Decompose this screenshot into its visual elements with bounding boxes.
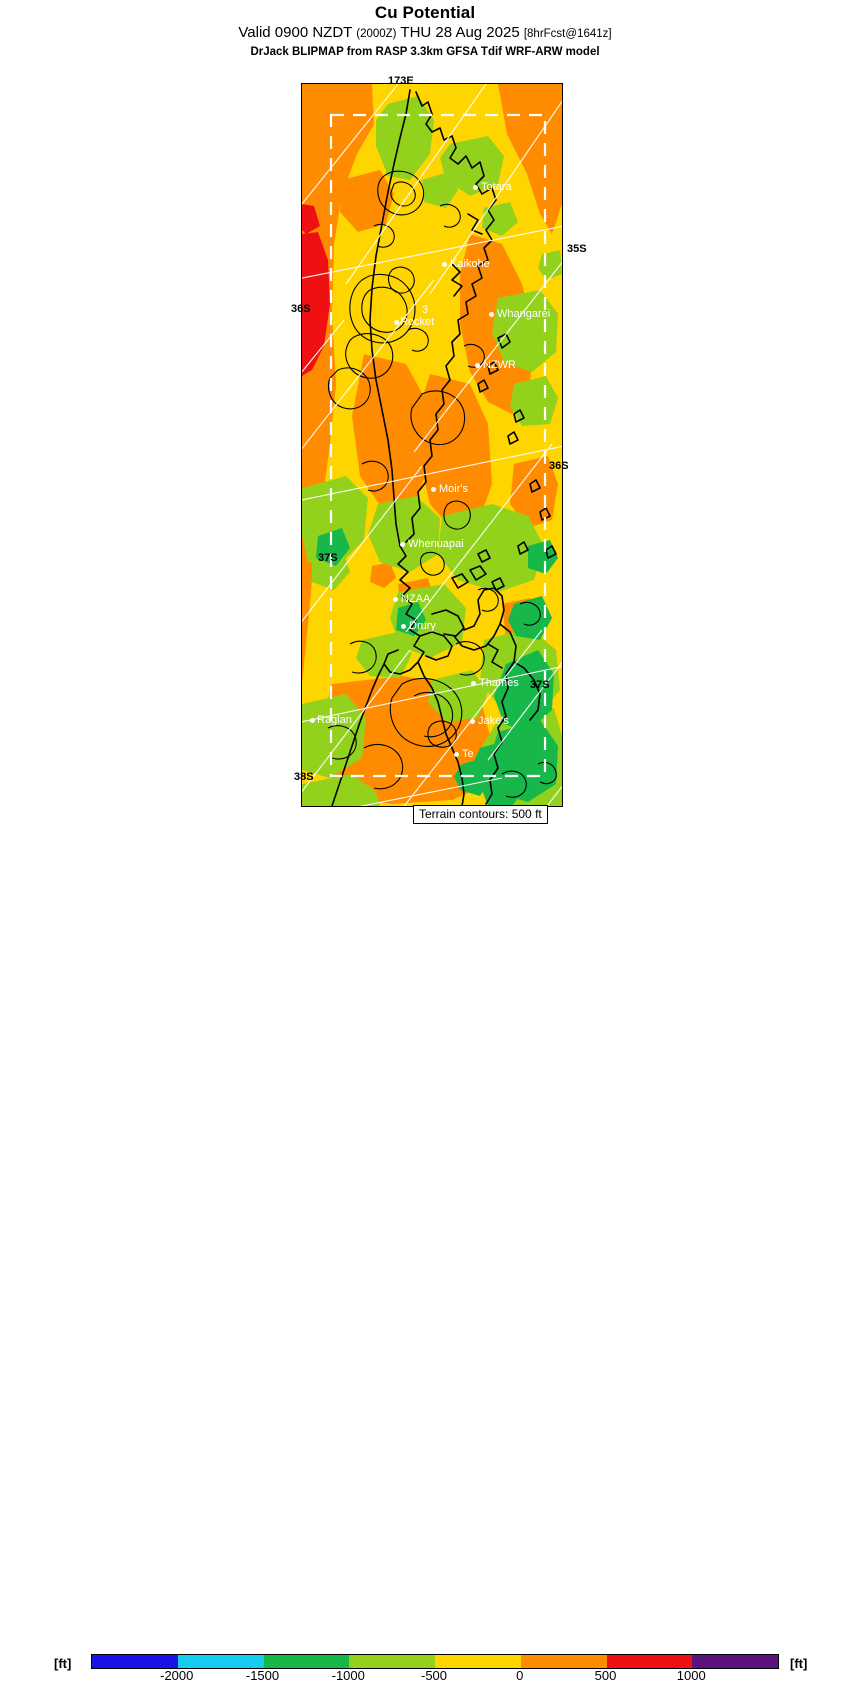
graticule-label: 36S [291,303,311,315]
place-marker [473,185,478,190]
colorbar-swatch [692,1655,778,1668]
graticule-label: 35S [567,243,587,255]
header: Cu Potential Valid 0900 NZDT (2000Z) THU… [0,0,850,60]
page-title: Cu Potential [374,3,476,22]
graticule-label: 38S [294,771,314,783]
colorbar-swatch [177,1655,264,1668]
colorbar-tick: -500 [420,1668,448,1683]
colorbar-swatches [91,1654,779,1669]
place-marker [431,487,436,492]
valid-time-date: THU 28 Aug 2025 [400,24,520,41]
place-marker [401,624,406,629]
colorbar-unit-right: [ft] [790,1656,808,1671]
place-marker [400,542,405,547]
colorbar-tick: 1000 [676,1668,706,1683]
cu-potential-raster [302,84,562,806]
colorbar-swatch [263,1655,350,1668]
place-marker [454,752,459,757]
valid-time-line: Valid 0900 NZDT (2000Z) THU 28 Aug 2025 … [0,23,850,44]
graticule-label: 37S [318,552,338,564]
colorbar-tick: -2000 [160,1668,194,1683]
colorbar-swatch [92,1655,178,1668]
colorbar-swatch [520,1655,607,1668]
model-description: DrJack BLIPMAP from RASP 3.3km GFSA Tdif… [250,46,600,58]
colorbar-swatch [606,1655,693,1668]
valid-time-zulu: (2000Z) [356,28,397,40]
place-marker [475,363,480,368]
colorbar-swatch [349,1655,435,1668]
colorbar-tick: -1000 [331,1668,365,1683]
forecast-tag: [8hrFcst@1641z] [523,28,612,40]
place-marker [489,312,494,317]
colorbar-swatch [435,1655,521,1668]
graticule-label: 173E [388,75,414,87]
valid-time-prefix: Valid 0900 NZDT [238,24,353,41]
colorbar-tick: 500 [594,1668,617,1683]
terrain-contour-caption: Terrain contours: 500 ft [413,805,548,824]
map-panel[interactable]: Totara Kaikohe Whangarei Rocket NZWR Moir's Wh… [301,83,563,807]
colorbar-tick: -1500 [245,1668,280,1683]
place-marker [394,320,399,325]
colorbar: [ft] [ft] -2000 -1500 -1000 -500 0 500 1000 [0,826,850,1683]
place-marker [442,262,447,267]
colorbar-unit-left: [ft] [54,1656,72,1671]
place-marker [310,718,315,723]
place-marker [471,681,476,686]
contour-value-label: 3 [422,304,429,316]
graticule-label: 36S [549,460,569,472]
colorbar-tick-labels: -2000 -1500 -1000 -500 0 500 1000 [91,1668,777,1684]
graticule-label: 37S [530,679,550,691]
place-marker [470,719,475,724]
colorbar-tick: 0 [516,1668,524,1683]
place-marker [393,597,398,602]
